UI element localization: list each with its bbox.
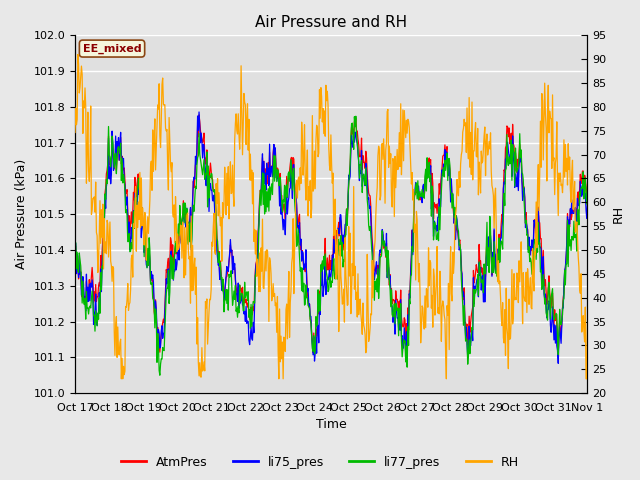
X-axis label: Time: Time [316,419,347,432]
Y-axis label: RH: RH [612,205,625,223]
Text: EE_mixed: EE_mixed [83,43,141,54]
Y-axis label: Air Pressure (kPa): Air Pressure (kPa) [15,159,28,269]
Bar [75,36,588,393]
Title: Air Pressure and RH: Air Pressure and RH [255,15,407,30]
Legend: AtmPres, li75_pres, li77_pres, RH: AtmPres, li75_pres, li77_pres, RH [116,451,524,474]
